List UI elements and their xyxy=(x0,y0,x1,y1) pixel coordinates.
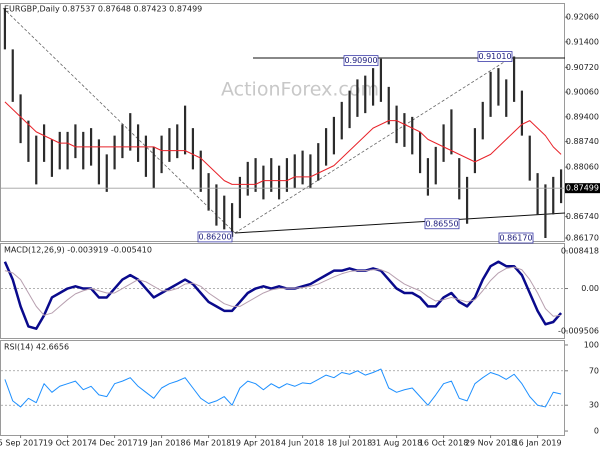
annotation-box xyxy=(424,218,460,230)
trend-line xyxy=(2,7,236,234)
last-price-label: 0.87499 xyxy=(566,184,599,193)
x-tick-label: 19 Apr 2018 xyxy=(231,439,280,448)
y-tick-label: 0.90720 xyxy=(566,63,599,72)
x-tick-label: 31 Aug 2018 xyxy=(371,439,422,448)
price-panel xyxy=(0,3,565,242)
annotation-box xyxy=(197,231,233,243)
chart-title: EURGBP,Daily 0.87537 0.87648 0.87423 0.8… xyxy=(4,5,202,14)
macd-panel xyxy=(0,243,565,339)
last-price-box xyxy=(565,183,600,194)
chart-title: RSI(14) 42.6656 xyxy=(4,343,69,352)
y-tick-label: 0.90060 xyxy=(566,88,599,97)
x-tick-label: 18 Jul 2018 xyxy=(327,439,372,448)
watermark: ActionForex.com xyxy=(221,79,379,101)
annotation-label: 0.86200 xyxy=(198,232,231,241)
x-tick-label: 16 Jan 2019 xyxy=(514,439,562,448)
line-series xyxy=(4,266,562,317)
x-tick-label: 19 Oct 2017 xyxy=(43,439,92,448)
annotation-box xyxy=(477,51,513,62)
x-tick-label: 4 Dec 2017 xyxy=(92,439,138,448)
annotation-label: 0.90900 xyxy=(344,56,377,65)
marks: 5 Sep 2017 19 Oct 2017 4 Dec 2017 19 Jan 20… xyxy=(0,8,600,448)
trend-line xyxy=(234,212,566,234)
annotation-label: 0.86170 xyxy=(499,234,532,243)
y-tick-label: 0.008418 xyxy=(561,246,599,255)
x-tick-label: 6 Mar 2018 xyxy=(186,439,232,448)
annotation-box xyxy=(498,232,534,244)
y-tick-label: 0.89400 xyxy=(566,112,599,121)
x-tick-label: 4 Jun 2018 xyxy=(281,439,324,448)
x-tick-label: 19 Jan 2018 xyxy=(138,439,186,448)
annotation-box xyxy=(343,55,379,67)
line-series xyxy=(3,260,563,330)
y-tick-label: 0.88740 xyxy=(566,137,599,146)
y-tick-label: -0.009506 xyxy=(558,326,599,335)
y-tick-label: 0.00 xyxy=(581,284,599,293)
x-tick-label: 29 Nov 2018 xyxy=(465,439,516,448)
y-tick-label: 0.92060 xyxy=(566,13,599,22)
y-tick-label: 0.86170 xyxy=(566,234,599,243)
rsi-panel xyxy=(0,340,565,436)
line-series xyxy=(4,368,562,408)
y-tick-label: 30 xyxy=(589,401,599,410)
annotation-label: 0.91010 xyxy=(478,52,511,61)
y-tick-label: 0.88060 xyxy=(566,163,599,172)
y-tick-label: 0.91400 xyxy=(566,37,599,46)
annotation-label: 0.86550 xyxy=(425,219,458,228)
y-tick-label: 70 xyxy=(589,366,599,375)
chart-title: MACD(12,26,9) -0.003919 -0.005410 xyxy=(4,246,152,255)
y-tick-label: 0.86740 xyxy=(566,212,599,221)
y-tick-label: 100 xyxy=(584,340,599,349)
line-series xyxy=(4,101,562,185)
x-tick-label: 5 Sep 2017 xyxy=(0,439,43,448)
x-tick-label: 16 Oct 2018 xyxy=(419,439,468,448)
y-tick-label: 0 xyxy=(594,427,599,436)
